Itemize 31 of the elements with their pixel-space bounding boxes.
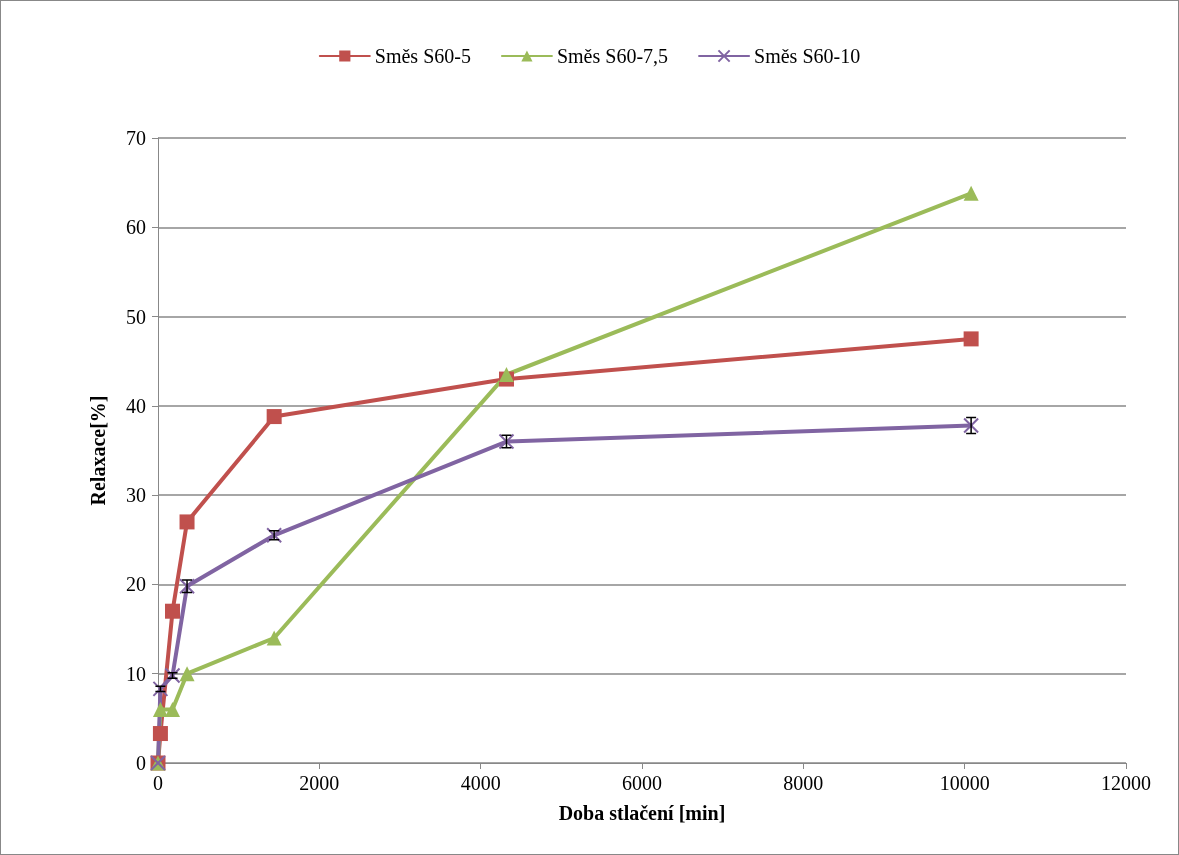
y-tick-label: 20 — [126, 573, 146, 596]
y-tick-label: 40 — [126, 394, 146, 417]
point — [179, 514, 195, 530]
x-tick-label: 4000 — [460, 772, 501, 794]
y-tick-label: 70 — [126, 127, 146, 149]
x-tick-label: 12000 — [1101, 772, 1151, 794]
legend-label: Směs S60-5 — [374, 45, 471, 67]
y-tick-label: 30 — [126, 484, 146, 507]
point — [152, 701, 168, 717]
point — [152, 726, 168, 742]
y-tick-label: 50 — [126, 305, 146, 328]
y-tick-label: 10 — [126, 662, 146, 685]
y-tick-label: 60 — [126, 216, 146, 239]
x-tick-label: 8000 — [783, 772, 824, 794]
x-tick-label: 0 — [153, 772, 163, 794]
point — [165, 701, 181, 717]
y-axis-title: Relaxace[%] — [87, 395, 109, 506]
x-axis-title: Doba stlačení [min] — [558, 802, 726, 824]
legend-label: Směs S60-10 — [754, 45, 861, 67]
x-tick-label: 6000 — [622, 772, 662, 794]
legend-label: Směs S60-7,5 — [556, 45, 669, 67]
point — [963, 331, 979, 347]
point — [498, 367, 514, 383]
point — [266, 409, 282, 425]
point — [963, 185, 979, 201]
y-tick-label: 0 — [136, 752, 146, 774]
x-tick-label: 10000 — [939, 772, 990, 794]
point — [165, 603, 181, 619]
x-tick-label: 2000 — [299, 772, 340, 794]
point — [179, 666, 195, 682]
point — [266, 630, 282, 646]
